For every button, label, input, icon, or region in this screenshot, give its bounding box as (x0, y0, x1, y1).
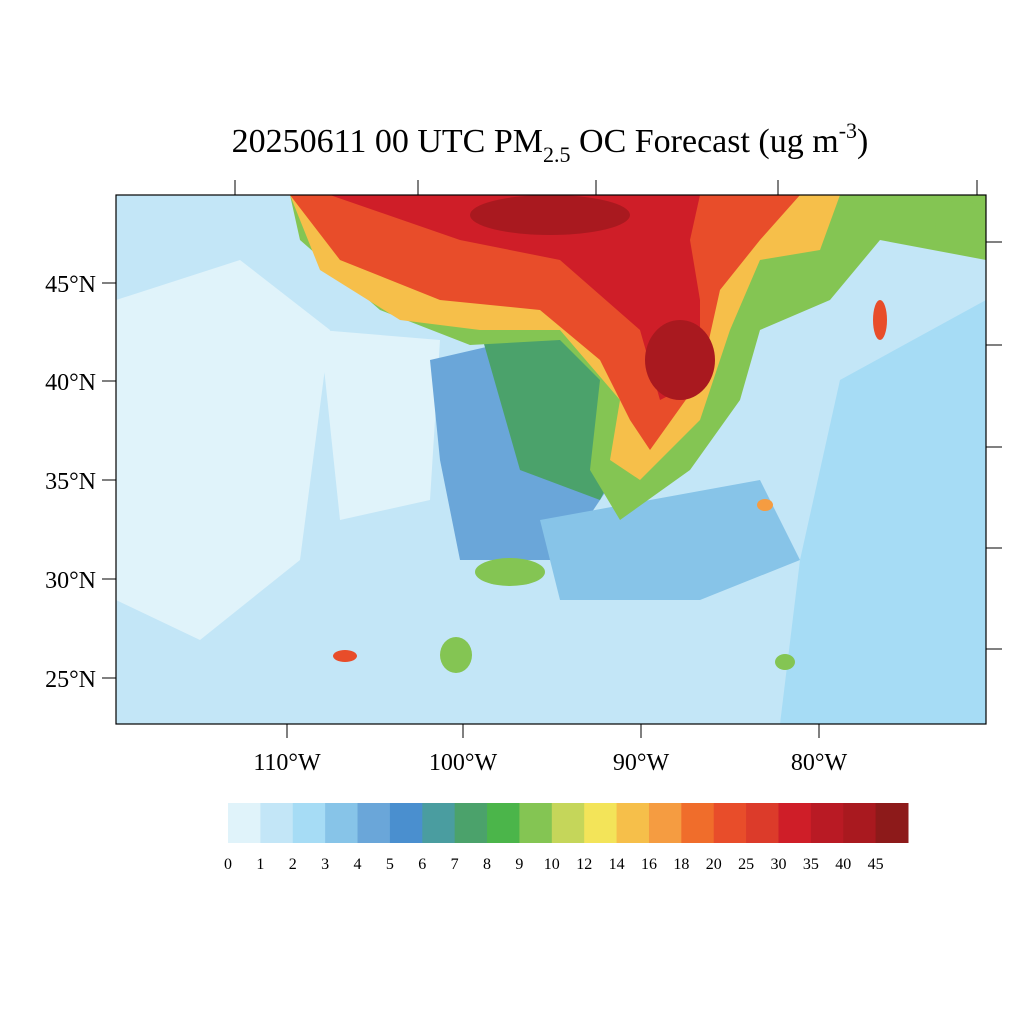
colorbar-label: 30 (770, 856, 786, 873)
colorbar-label: 0 (224, 856, 232, 873)
colorbar-label: 40 (835, 856, 851, 873)
colorbar-box (487, 803, 520, 843)
longitude-label: 110°W (253, 750, 321, 776)
colorbar-label: 5 (386, 856, 394, 873)
longitude-label: 80°W (791, 750, 848, 776)
colorbar-label: 8 (483, 856, 491, 873)
colorbar-box (681, 803, 715, 843)
colorbar-label: 14 (609, 856, 625, 873)
colorbar-box (325, 803, 359, 843)
colorbar-label: 10 (544, 856, 560, 873)
colorbar-box (357, 803, 391, 843)
longitude-label: 100°W (429, 750, 498, 776)
title-subscript: 2.5 (543, 142, 571, 167)
colorbar-box (584, 803, 618, 843)
colorbar-label: 3 (321, 856, 329, 873)
colorbar-label: 4 (354, 856, 362, 873)
colorbar-box (292, 803, 326, 843)
colorbar-label: 7 (451, 856, 459, 873)
colorbar-label: 18 (673, 856, 689, 873)
colorbar-label: 16 (641, 856, 657, 873)
colorbar-label: 1 (256, 856, 264, 873)
latitude-label: 40°N (45, 370, 96, 396)
colorbar-box (648, 803, 682, 843)
colorbar-box (551, 803, 585, 843)
colorbar-box (616, 803, 650, 843)
colorbar-label: 35 (803, 856, 819, 873)
colorbar-box (778, 803, 812, 843)
colorbar-label: 2 (289, 856, 297, 873)
latitude-label: 45°N (45, 272, 96, 298)
colorbar-box (454, 803, 488, 843)
title-superscript: -3 (839, 118, 857, 143)
axis-ticks (102, 180, 1002, 738)
colorbar-box (843, 803, 877, 843)
colorbar-box (746, 803, 779, 843)
colorbar-label: 6 (418, 856, 426, 873)
title-middle: OC Forecast (ug m (571, 123, 839, 160)
colorbar-label: 9 (515, 856, 523, 873)
colorbar-label: 45 (868, 856, 884, 873)
title-main: 20250611 00 UTC PM (232, 123, 543, 160)
colorbar-label: 25 (738, 856, 754, 873)
title-end: ) (857, 123, 868, 160)
title: 20250611 00 UTC PM2.5 OC Forecast (ug m-… (232, 118, 869, 167)
colorbar-box (810, 803, 844, 843)
latitude-label: 25°N (45, 667, 96, 693)
colorbar-label: 12 (576, 856, 592, 873)
latitude-label: 30°N (45, 568, 96, 594)
colorbar-label: 20 (706, 856, 722, 873)
colorbar-box (519, 803, 553, 843)
colorbar-box (713, 803, 747, 843)
latitude-label: 35°N (45, 469, 96, 495)
colorbar-box (228, 803, 261, 843)
colorbar-box (875, 803, 909, 843)
colorbar-box (422, 803, 456, 843)
colorbar-box (260, 803, 294, 843)
longitude-label: 90°W (613, 750, 670, 776)
map-field (116, 195, 986, 724)
colorbar-box (389, 803, 423, 843)
map-frame (115, 194, 987, 725)
